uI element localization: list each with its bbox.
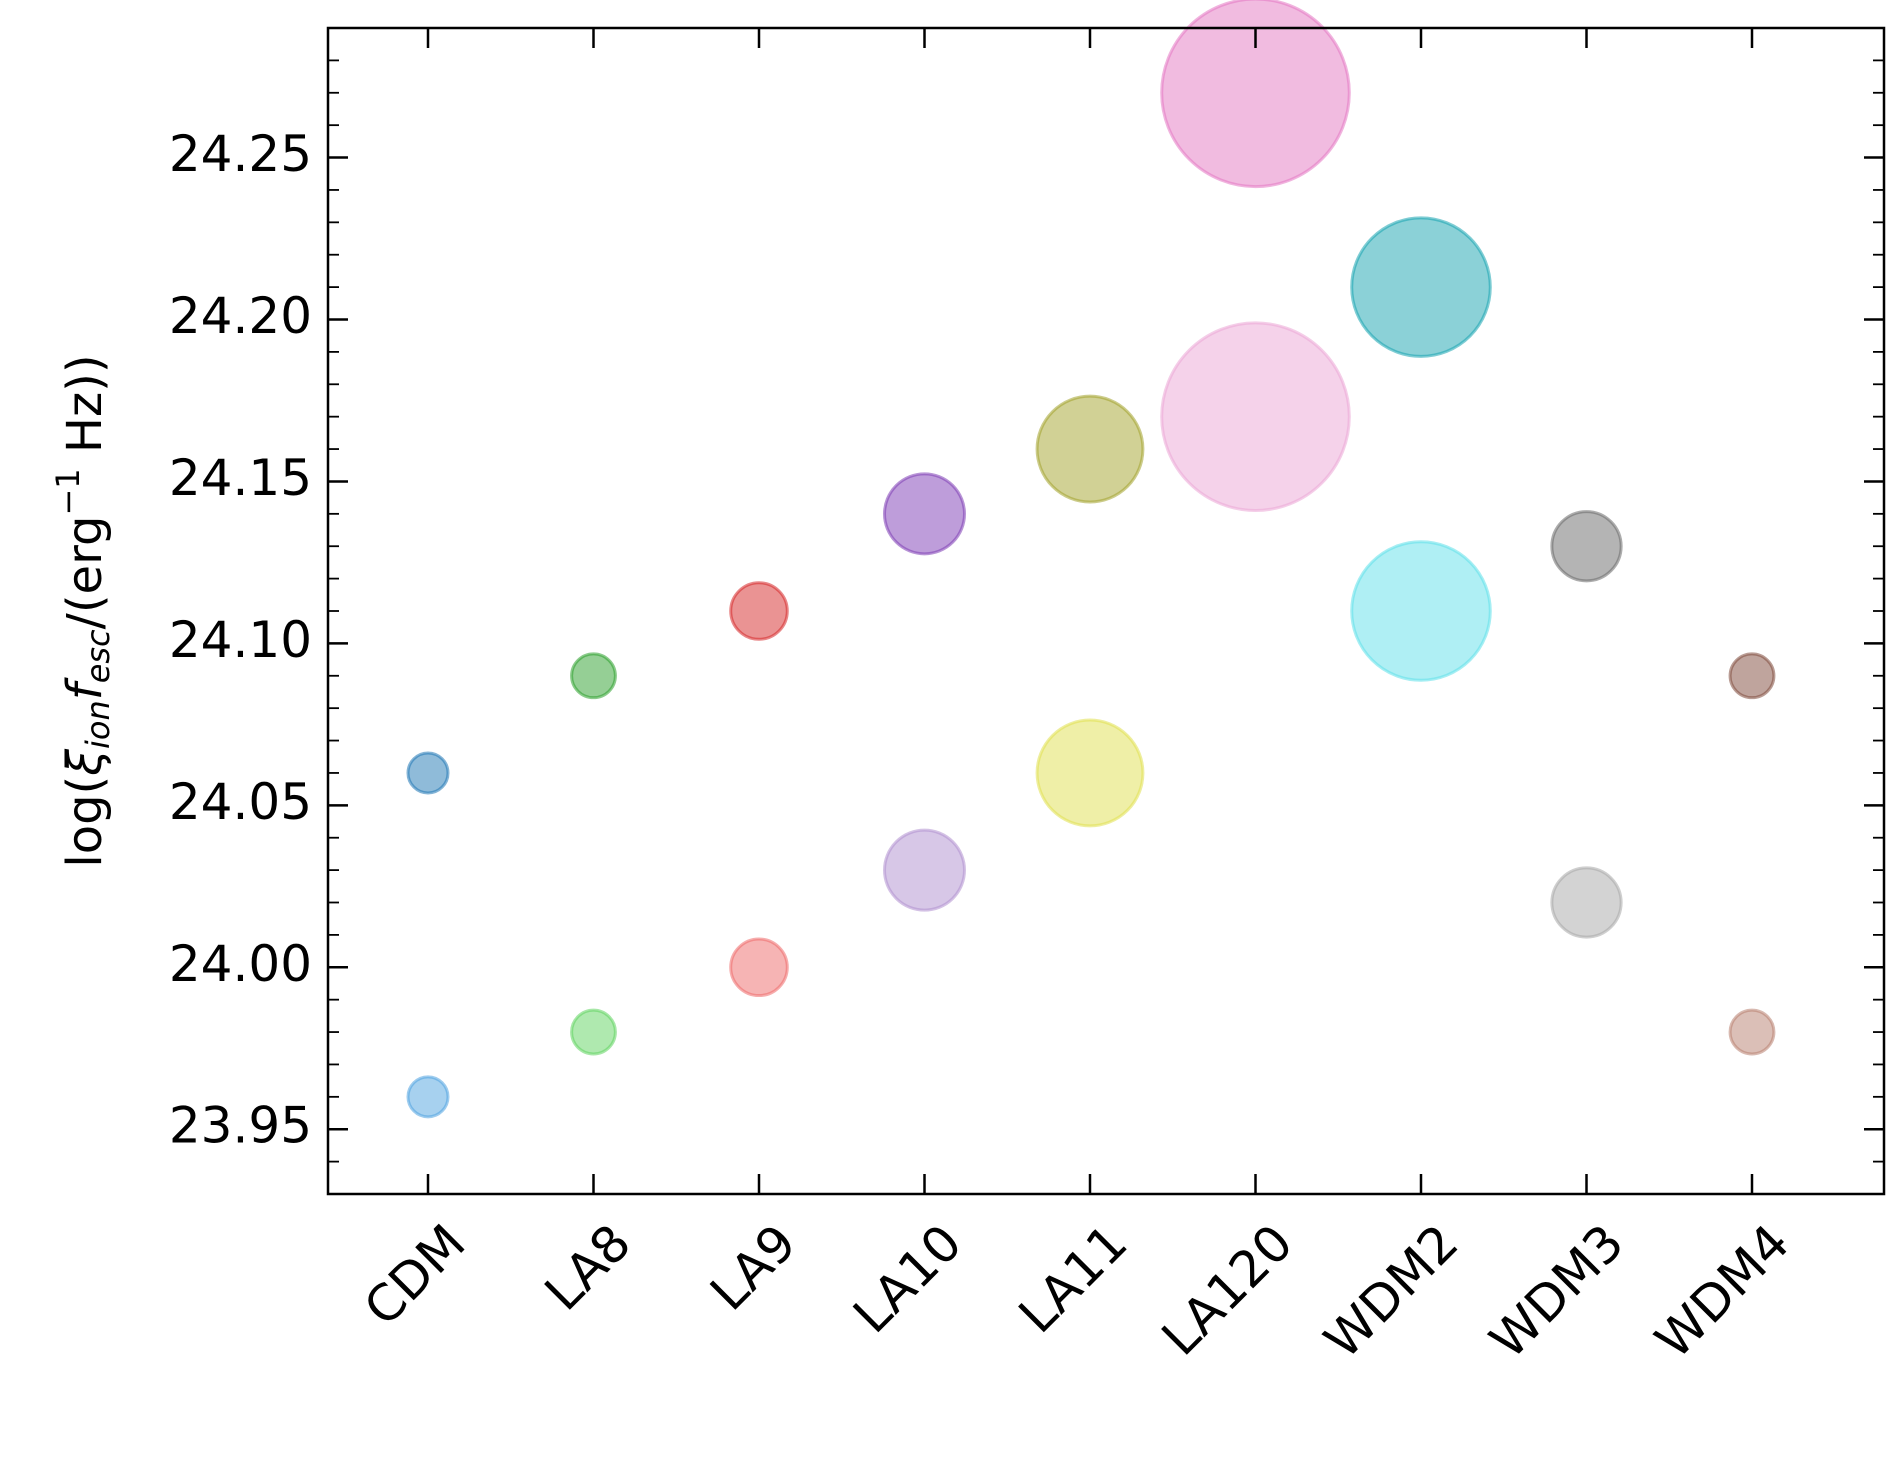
data-points xyxy=(406,0,1776,1119)
data-point-la9 xyxy=(729,581,789,641)
data-point-cdm xyxy=(406,1075,450,1119)
y-tick-label: 24.10 xyxy=(169,611,312,669)
y-tick-labels: 23.95 24.00 24.05 24.10 24.15 24.20 24.25 xyxy=(169,125,312,1155)
y-axis-label: log(ξionfesc/(erg−1 Hz)) xyxy=(49,354,117,867)
data-point-la11 xyxy=(1035,718,1145,828)
data-point-la9 xyxy=(729,937,789,998)
data-point-la8 xyxy=(570,1008,617,1056)
y-label-units-open: /(erg xyxy=(57,516,113,630)
y-tick-label: 24.05 xyxy=(169,773,312,831)
y-tick-label: 24.20 xyxy=(169,287,312,345)
y-label-prefix: log( xyxy=(57,776,113,868)
data-point-la10 xyxy=(883,472,966,556)
y-tick-label: 24.25 xyxy=(169,125,312,183)
y-label-xi: ξ xyxy=(57,748,113,777)
plot-frame xyxy=(326,26,1886,1196)
data-point-la120 xyxy=(1160,321,1351,512)
data-point-cdm xyxy=(406,751,450,795)
data-point-wdm4 xyxy=(1728,1008,1776,1056)
data-point-wdm3 xyxy=(1550,866,1623,939)
data-point-la8 xyxy=(570,652,617,700)
y-label-units-exp: −1 xyxy=(49,468,87,515)
data-point-wdm2 xyxy=(1350,540,1492,682)
data-point-wdm2 xyxy=(1350,216,1492,358)
y-tick-label: 24.15 xyxy=(169,449,312,507)
y-tick-label: 23.95 xyxy=(169,1097,312,1155)
data-point-la120 xyxy=(1160,0,1351,189)
y-label-units-close: Hz)) xyxy=(57,354,113,468)
data-point-wdm4 xyxy=(1728,652,1776,700)
data-point-la11 xyxy=(1035,394,1145,504)
axis-ticks xyxy=(328,27,1884,1195)
y-label-f-sub: esc xyxy=(79,629,117,683)
data-point-wdm3 xyxy=(1550,510,1623,583)
y-tick-label: 24.00 xyxy=(169,935,312,993)
y-label-xi-sub: ion xyxy=(79,700,117,749)
data-point-la10 xyxy=(883,828,966,912)
